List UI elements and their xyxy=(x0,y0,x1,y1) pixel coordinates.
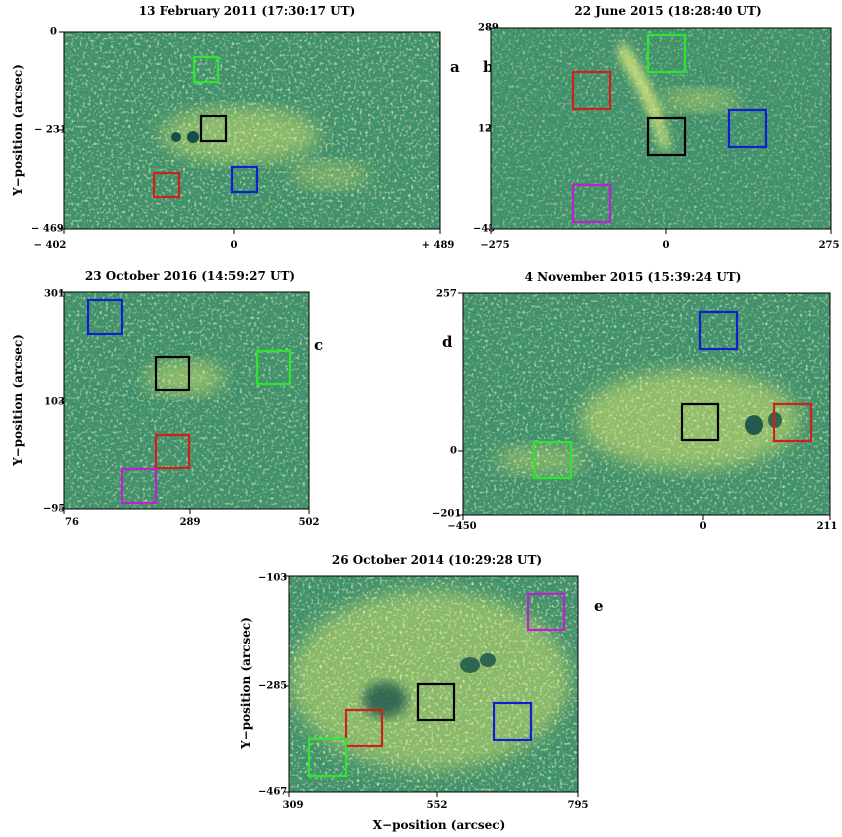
panel-e-y-tick: −103 xyxy=(258,572,288,584)
panel-d-x-tick: 211 xyxy=(816,521,838,532)
panel-e-x-tick: 552 xyxy=(426,800,448,811)
panel-d-x-tick: −450 xyxy=(447,521,477,532)
panel-a-x-tick: 0 xyxy=(230,240,238,251)
panel-c-title: 23 October 2016 (14:59:27 UT) xyxy=(84,269,296,283)
panel-e-box-blue xyxy=(492,701,533,742)
panel-b-x-tick: 0 xyxy=(662,240,670,251)
panel-b-label: b xyxy=(483,58,494,76)
panel-e-box-black xyxy=(416,682,456,722)
tick-marks xyxy=(59,27,832,797)
panel-a-y-tick: − 469 xyxy=(31,223,64,235)
panel-d-frame xyxy=(462,292,831,516)
panel-e-x-tick: 309 xyxy=(282,800,304,811)
panel-a-title: 13 February 2011 (17:30:17 UT) xyxy=(138,4,356,18)
panel-a-x-tick: + 489 xyxy=(421,240,455,251)
panel-b-box-red xyxy=(571,70,612,111)
panel-c-y-tick: 301 xyxy=(44,288,65,300)
panel-c-y-tick: 103 xyxy=(44,396,65,408)
panel-d-box-black xyxy=(680,402,720,442)
panel-e-x-axis-label: X−position (arcsec) xyxy=(372,818,506,832)
panel-e-box-red xyxy=(344,708,384,748)
panel-c-x-tick: 502 xyxy=(298,517,320,528)
panel-c-y-tick: −95 xyxy=(43,503,66,515)
panel-d-title: 4 November 2015 (15:39:24 UT) xyxy=(524,270,742,284)
panel-e-box-green xyxy=(307,737,348,778)
panel-c-box-green xyxy=(255,349,292,386)
panel-b-box-black xyxy=(646,116,687,157)
panel-b-box-green xyxy=(646,33,687,74)
panel-a-box-green xyxy=(192,55,220,84)
panel-c-box-magenta xyxy=(120,467,158,505)
panel-a-box-black xyxy=(199,114,228,143)
panel-d-y-tick: 0 xyxy=(450,445,457,457)
panel-b-box-magenta xyxy=(571,183,612,224)
panel-c-frame xyxy=(63,291,310,510)
panel-a-box-blue xyxy=(230,165,259,194)
panel-c-box-black xyxy=(154,355,191,392)
panel-e-label: e xyxy=(594,597,604,615)
panel-d-box-red xyxy=(772,402,813,443)
panel-b-y-tick: −45 xyxy=(473,223,496,235)
panel-c-box-blue xyxy=(86,298,124,336)
panel-d-y-tick: −201 xyxy=(432,508,462,520)
panel-c-image xyxy=(64,292,309,509)
panel-a-image xyxy=(64,32,440,229)
panel-e-image xyxy=(289,576,578,792)
panel-b-x-tick: 275 xyxy=(818,240,840,251)
panel-e-y-tick: −285 xyxy=(258,680,288,692)
panel-d-box-green xyxy=(532,440,573,480)
panel-b-title: 22 June 2015 (18:28:40 UT) xyxy=(574,4,762,18)
panel-a-label: a xyxy=(450,58,460,76)
panel-e-x-tick: 795 xyxy=(567,800,589,811)
panel-b-x-tick: −275 xyxy=(480,240,510,251)
panel-c-x-tick: 76 xyxy=(65,517,79,528)
panel-a-box-red xyxy=(152,171,181,199)
panel-d-image xyxy=(463,293,830,515)
panel-e-y-tick: −467 xyxy=(258,786,288,798)
panel-a-y-tick: 0 xyxy=(50,26,57,38)
panel-b-image xyxy=(491,28,831,229)
panel-b-box-blue xyxy=(727,108,768,149)
panel-c-box-red xyxy=(154,433,191,470)
panel-a-y-tick: − 231 xyxy=(34,124,67,136)
panel-d-label: d xyxy=(442,333,453,351)
panel-c-x-tick: 289 xyxy=(179,517,201,528)
panel-e-frame xyxy=(288,575,579,793)
panel-d-y-tick: 257 xyxy=(436,288,457,300)
panel-c-label: c xyxy=(314,336,324,354)
panel-a-x-tick: − 402 xyxy=(33,240,67,251)
panel-e-title: 26 October 2014 (10:29:28 UT) xyxy=(331,553,543,567)
panel-e-box-magenta xyxy=(526,592,566,632)
panel-d-x-tick: 0 xyxy=(699,521,707,532)
panel-d-box-blue xyxy=(698,310,739,351)
